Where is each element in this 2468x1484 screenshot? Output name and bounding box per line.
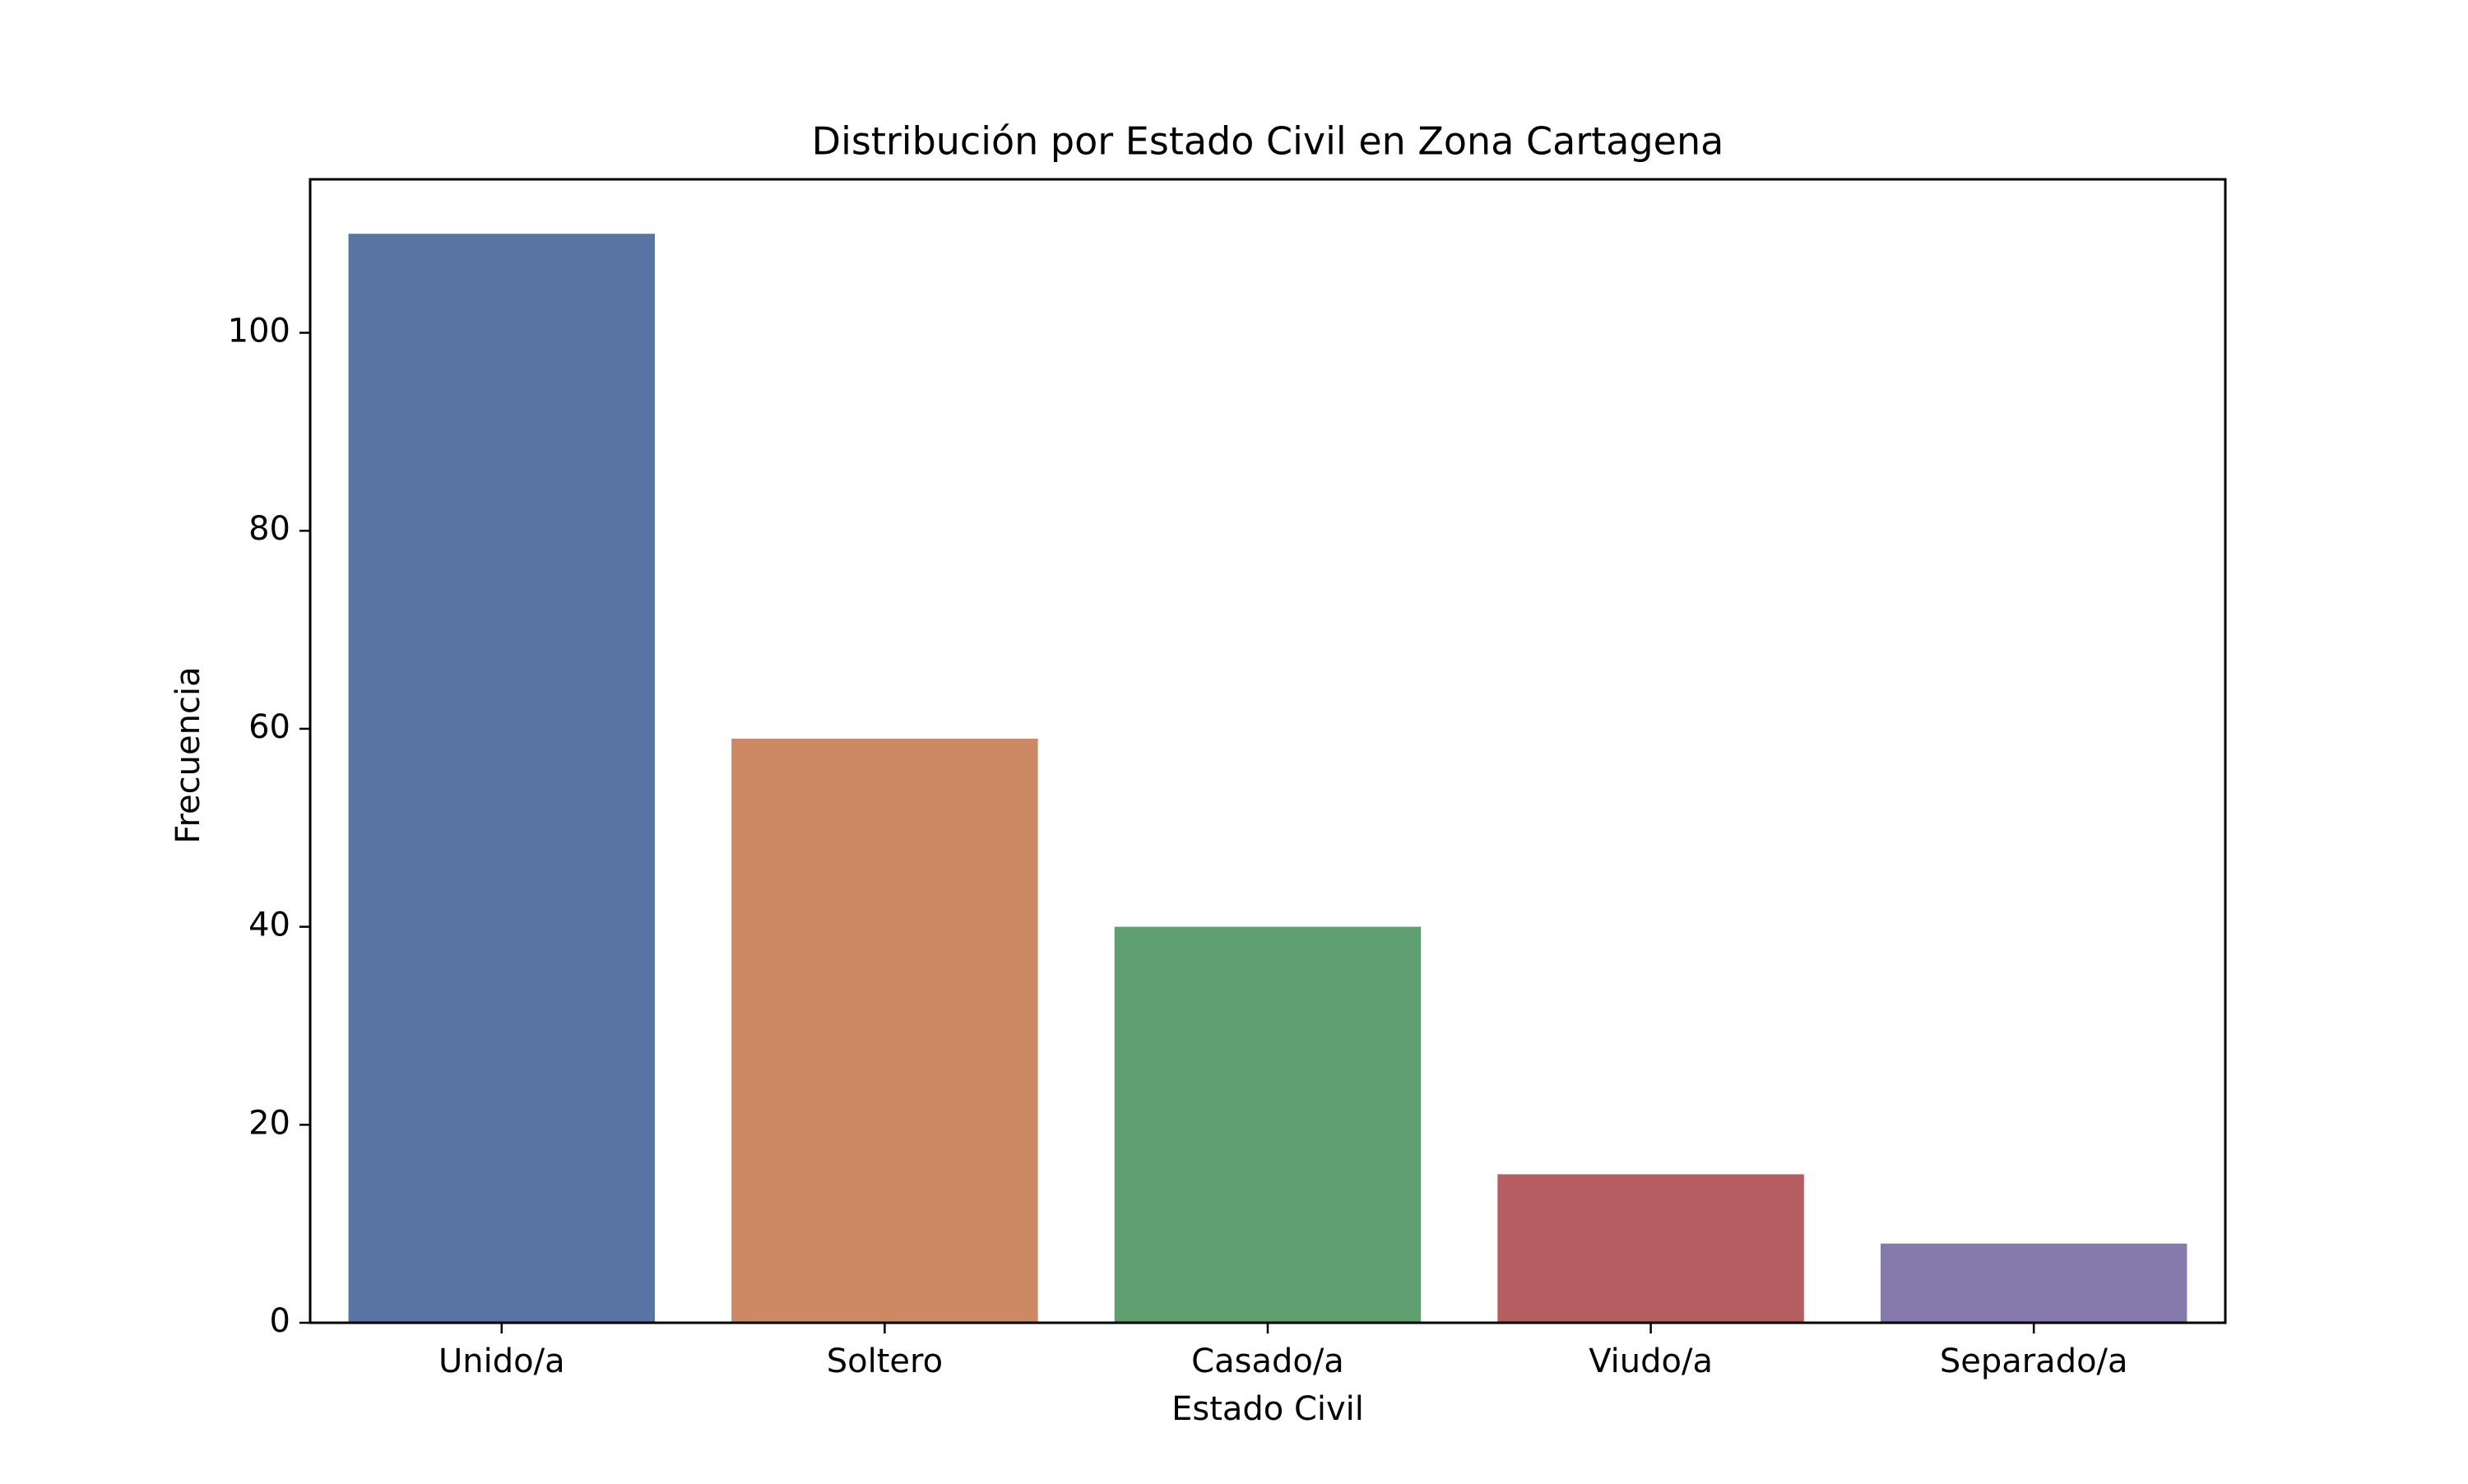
y-tick-label: 20 (248, 1104, 290, 1142)
x-tick-label: Viudo/a (1589, 1343, 1713, 1380)
x-axis-label: Estado Civil (1171, 1390, 1364, 1428)
bar-casado-a (1114, 926, 1422, 1323)
y-tick-label: 60 (248, 708, 290, 746)
bar-viudo-a (1497, 1174, 1804, 1323)
chart-title: Distribución por Estado Civil en Zona Ca… (812, 119, 1724, 164)
y-tick-label: 40 (248, 907, 290, 944)
y-tick-label: 80 (248, 510, 290, 548)
y-tick-label: 0 (270, 1302, 290, 1340)
x-tick-label: Unido/a (438, 1343, 565, 1380)
bar-separado-a (1880, 1243, 2187, 1323)
y-tick-label: 100 (228, 313, 290, 350)
bars-layer (348, 234, 2187, 1324)
y-axis-label: Frecuencia (169, 666, 207, 843)
bar-soltero (731, 738, 1038, 1323)
x-tick-label: Casado/a (1191, 1343, 1344, 1380)
plot-frame (308, 178, 2227, 1324)
bar-unido-a (348, 234, 656, 1324)
x-tick-label: Separado/a (1940, 1343, 2128, 1380)
ticks-layer: Unido/a Soltero Casado/a Viudo/a Separado/a 0… (228, 313, 2128, 1380)
x-tick-label: Soltero (827, 1343, 943, 1380)
